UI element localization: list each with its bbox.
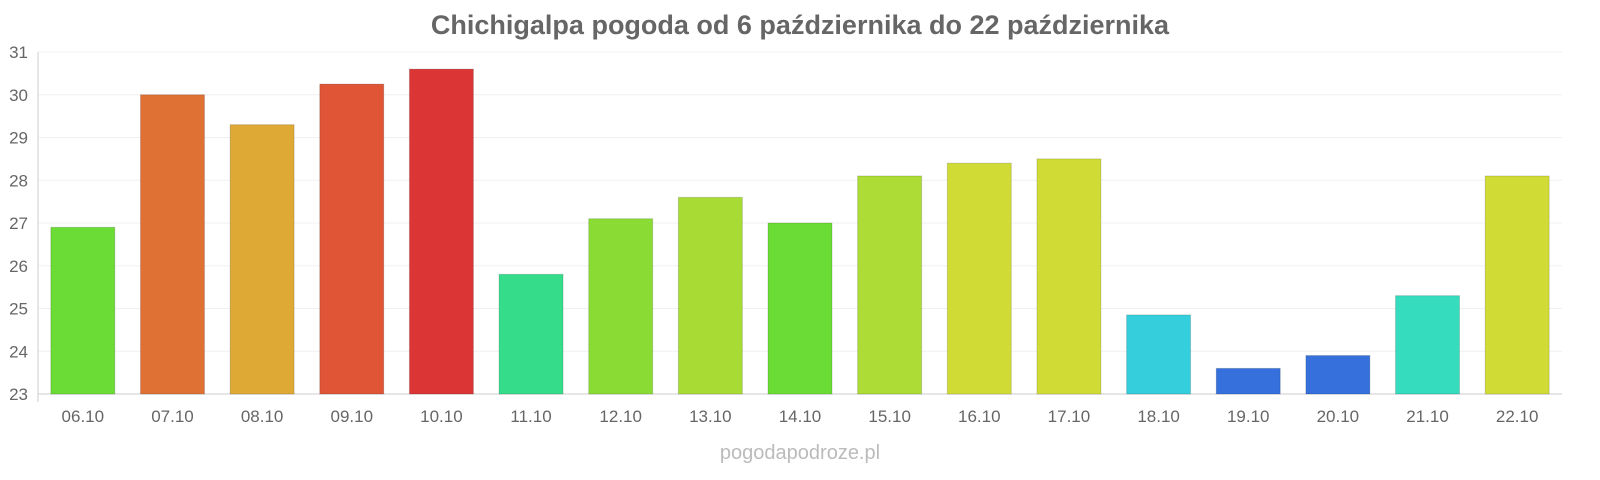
bar — [50, 226, 116, 395]
bar — [677, 196, 743, 395]
x-tick-label: 06.10 — [62, 407, 105, 426]
bar — [767, 222, 833, 395]
x-tick-label: 09.10 — [330, 407, 373, 426]
y-tick-label: 29 — [9, 129, 28, 148]
x-tick-label: 18.10 — [1137, 407, 1180, 426]
y-tick-label: 23 — [9, 385, 28, 404]
x-tick-label: 13.10 — [689, 407, 732, 426]
bar — [229, 124, 295, 395]
x-tick-label: 15.10 — [868, 407, 911, 426]
x-tick-label: 07.10 — [151, 407, 194, 426]
bar — [408, 68, 474, 395]
x-tick-label: 10.10 — [420, 407, 463, 426]
bar — [1126, 314, 1192, 395]
y-tick-label: 24 — [9, 342, 28, 361]
x-tick-label: 16.10 — [958, 407, 1001, 426]
x-tick-label: 17.10 — [1048, 407, 1091, 426]
y-tick-label: 31 — [9, 43, 28, 62]
bar — [1484, 175, 1550, 395]
y-tick-label: 25 — [9, 300, 28, 319]
y-tick-label: 27 — [9, 214, 28, 233]
x-tick-label: 14.10 — [779, 407, 822, 426]
chart-title: Chichigalpa pogoda od 6 października do … — [430, 10, 1170, 40]
watermark: pogodapodroze.pl — [719, 442, 881, 464]
x-tick-label: 19.10 — [1227, 407, 1270, 426]
bar — [588, 218, 654, 395]
bar — [319, 83, 385, 395]
x-tick-label: 20.10 — [1317, 407, 1360, 426]
bar — [946, 162, 1012, 395]
x-tick-label: 11.10 — [510, 407, 551, 426]
bar — [1036, 158, 1102, 395]
x-tick-label: 21.10 — [1406, 407, 1449, 426]
bar-chart: 23 24 25 26 27 28 29 30 31 06.10 07.10 08.10 09.10 10… — [9, 43, 1562, 426]
bar — [857, 175, 923, 395]
bar — [1215, 367, 1281, 395]
bar — [498, 273, 564, 395]
bar — [1395, 295, 1461, 395]
bar — [1305, 355, 1371, 395]
y-tick-label: 28 — [9, 171, 28, 190]
y-tick-label: 30 — [9, 86, 28, 105]
x-tick-label: 22.10 — [1496, 407, 1539, 426]
y-tick-label: 26 — [9, 257, 28, 276]
bar — [139, 94, 205, 395]
x-tick-label: 12.10 — [599, 407, 642, 426]
x-tick-label: 08.10 — [241, 407, 284, 426]
